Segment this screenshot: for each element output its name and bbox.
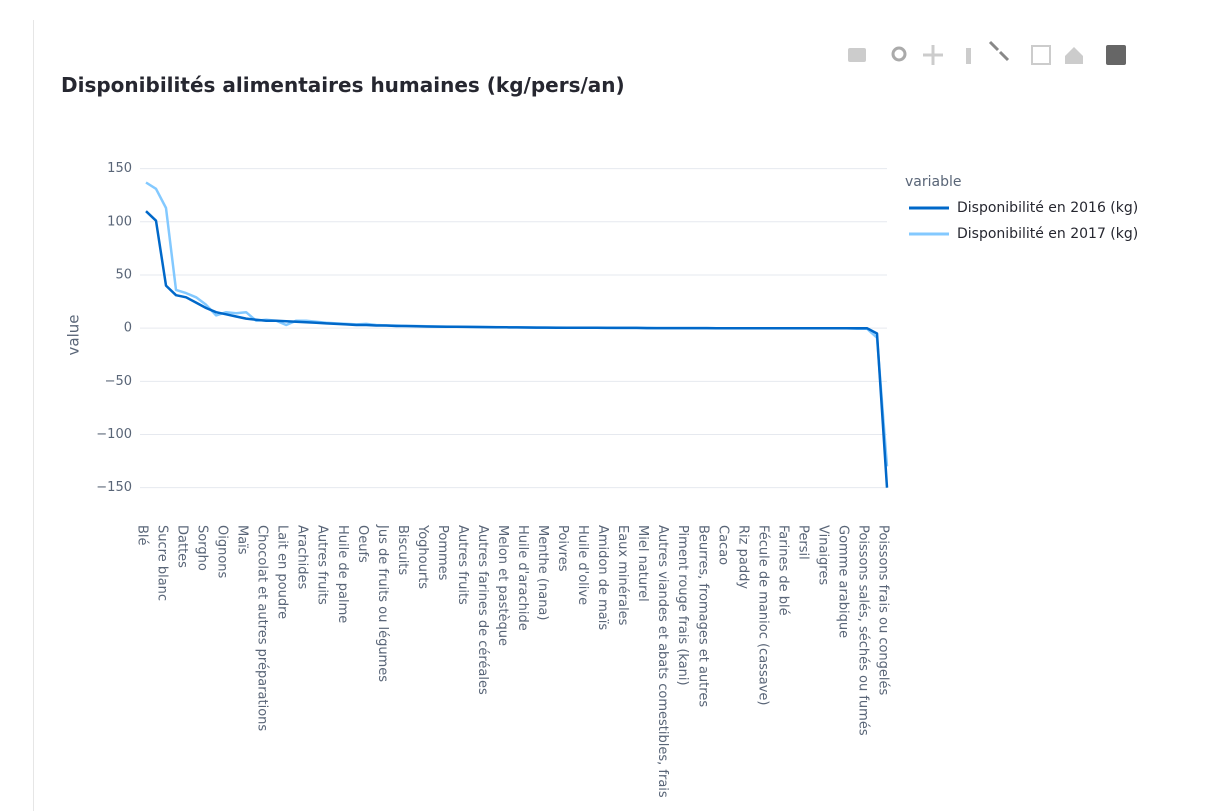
x-tick-label: Poissons frais ou congelés [876,525,891,696]
x-tick-label: Autres farines de céréales [475,525,490,695]
reset-icon[interactable] [1065,47,1083,64]
y-tick-label: −50 [105,374,132,389]
modebar[interactable] [848,40,1126,65]
zoom-in-icon[interactable] [988,40,1010,62]
chart-title: Disponibilités alimentaires humaines (kg… [61,73,625,97]
x-tick-label: Maïs [235,525,250,555]
x-tick-label: Sucre blanc [155,525,170,601]
x-tick-label: Autres fruits [455,525,470,605]
x-tick-label: Vinaigres [815,525,830,585]
x-tick-label: Miel naturel [635,525,650,602]
line-series [145,181,889,467]
autoscale-icon[interactable] [1031,45,1051,65]
x-tick-label: Amidon de maïs [595,525,610,630]
x-tick-label: Gomme arabique [835,525,850,638]
x-tick-label: Jus de fruits ou légumes [375,524,390,682]
x-tick-label: Oignons [215,525,230,579]
x-tick-label: Poivres [555,525,570,572]
line-series [145,210,889,488]
x-tick-label: Beurres, fromages et autres [695,525,710,707]
x-tick-label: Piment rouge frais (kani) [675,525,690,686]
x-tick-label: Eaux minérales [615,525,630,626]
y-tick-label: 50 [115,267,132,282]
y-axis-title: value [65,315,83,356]
x-tick-label: Persil [795,525,810,560]
x-tick-label: Biscuits [395,525,410,575]
x-tick-label: Melon et pastèque [495,525,510,646]
x-tick-label: Poissons salés, séchés ou fumés [855,525,870,736]
zoom-icon[interactable] [891,46,907,62]
x-tick-label: Autres fruits [315,525,330,605]
x-tick-label: Riz paddy [735,525,750,589]
y-tick-label: 0 [124,321,132,336]
y-tick-label: 150 [107,161,132,176]
camera-icon[interactable] [848,48,866,62]
x-tick-label: Arachides [295,525,310,589]
x-tick-label: Cacao [715,525,730,565]
x-tick-label: Chocolat et autres préparations [255,525,270,731]
select-icon[interactable] [966,48,971,64]
x-tick-label: Dattes [175,525,190,568]
legend-title: variable [905,174,961,190]
legend-label: Disponibilité en 2016 (kg) [957,200,1138,216]
x-tick-label: Huile d'olive [575,525,590,605]
x-tick-label: Oeufs [355,525,370,563]
y-tick-label: −100 [96,427,132,442]
x-tick-label: Yoghourts [415,524,430,589]
x-tick-label: Autres viandes et abats comestibles, fra… [655,525,670,798]
x-tick-label: Farines de blé [775,525,790,616]
x-tick-label: Huile d'arachide [515,525,530,631]
pan-icon[interactable] [923,45,943,65]
legend-label: Disponibilité en 2017 (kg) [957,226,1138,242]
x-tick-label: Blé [135,525,150,546]
x-tick-label: Huile de palme [335,525,350,623]
x-tick-label: Sorgho [195,525,210,571]
x-tick-label: Lait en poudre [275,525,290,619]
x-tick-label: Menthe (nana) [535,525,550,620]
y-tick-label: −150 [96,480,132,495]
x-tick-label: Fécule de manioc (cassave) [755,525,770,705]
x-tick-label: Pommes [435,525,450,581]
plotly-logo[interactable] [1106,45,1126,65]
y-tick-label: 100 [107,214,132,229]
